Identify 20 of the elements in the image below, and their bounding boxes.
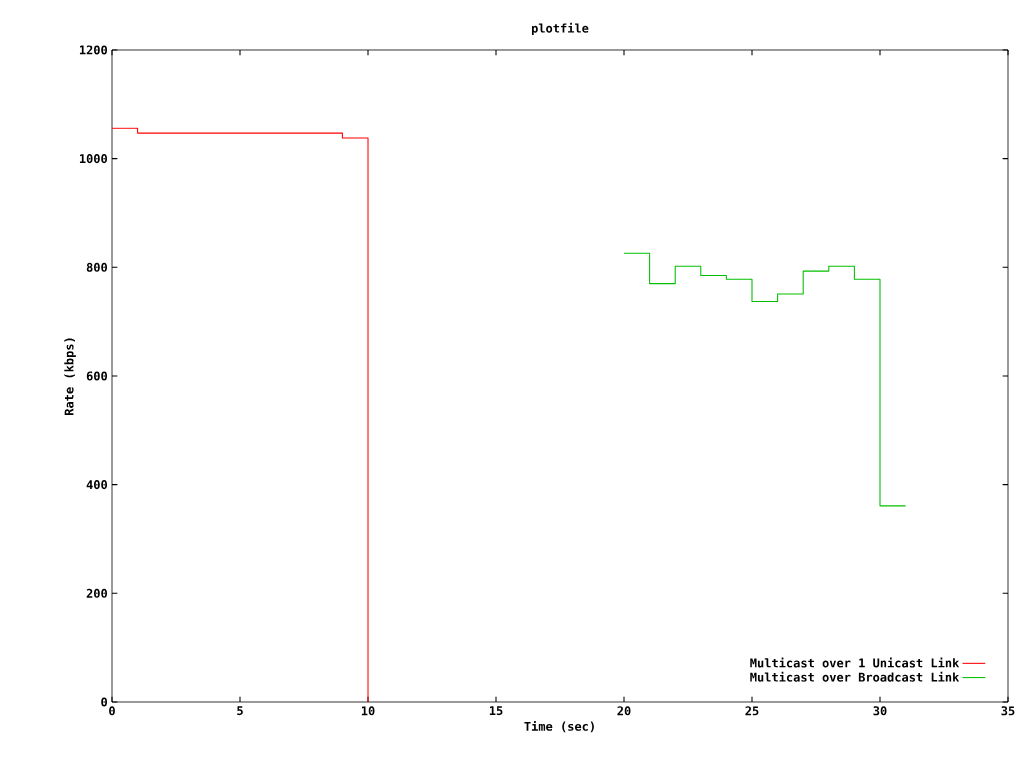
y-tick-label: 600 xyxy=(86,371,108,381)
x-tick-label: 10 xyxy=(361,706,375,716)
x-tick-label: 5 xyxy=(237,706,243,716)
y-tick-label: 0 xyxy=(101,697,108,707)
x-axis-title: Time (sec) xyxy=(524,720,594,733)
y-tick-label: 400 xyxy=(86,480,108,490)
y-tick-label: 1000 xyxy=(79,154,108,164)
y-tick-label: 800 xyxy=(86,262,108,272)
x-tick-label: 20 xyxy=(617,706,631,716)
y-tick-label: 200 xyxy=(86,588,108,598)
y-axis-title: Rate (kbps) xyxy=(64,338,76,415)
x-tick-label: 0 xyxy=(109,706,115,716)
x-tick-label: 30 xyxy=(873,706,887,716)
chart-title: plotfile xyxy=(531,22,589,36)
x-tick-label: 15 xyxy=(489,706,503,716)
legend-label: Multicast over Broadcast Link xyxy=(750,671,960,682)
x-tick-label: 35 xyxy=(1001,706,1015,716)
x-tick-label: 25 xyxy=(745,706,759,716)
legend-label: Multicast over 1 Unicast Link xyxy=(750,657,960,668)
y-tick-label: 1200 xyxy=(79,45,108,55)
